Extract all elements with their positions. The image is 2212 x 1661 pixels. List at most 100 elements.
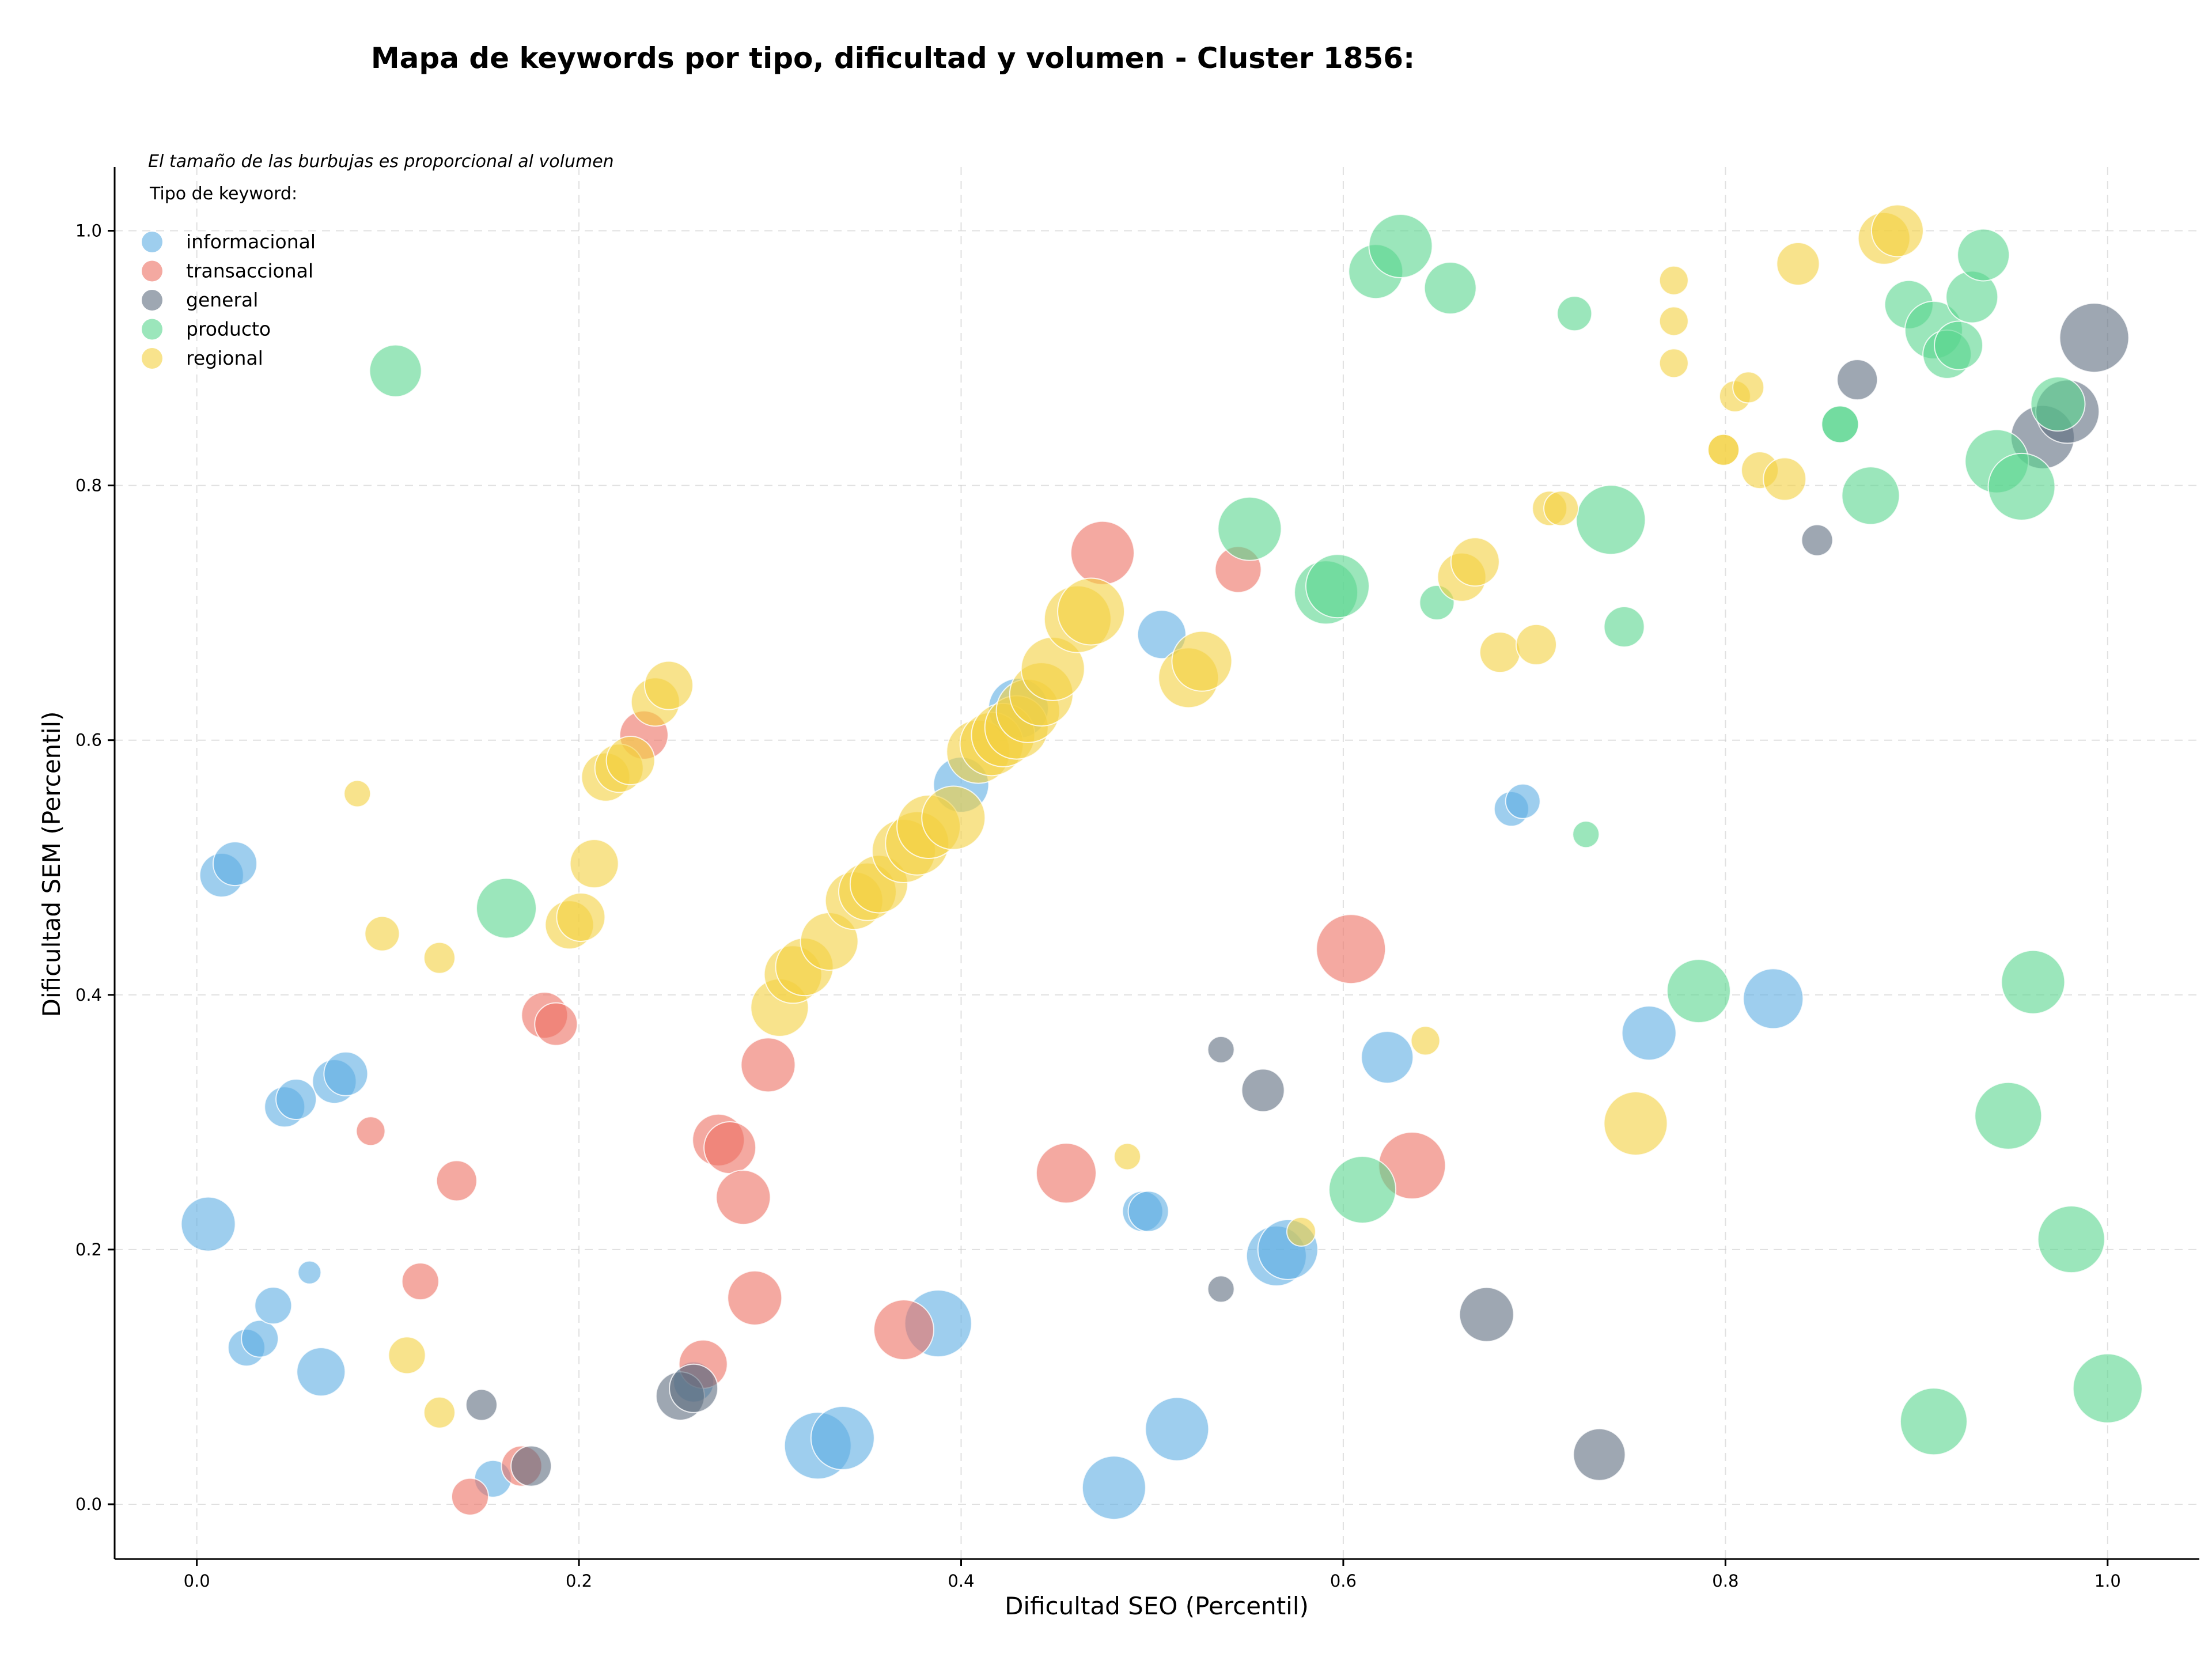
bubble-transaccional [1070, 520, 1135, 585]
bubble-producto [2030, 376, 2086, 432]
bubble-regional [1603, 1091, 1668, 1156]
bubble-producto [1368, 214, 1433, 279]
bubble-transaccional [450, 1477, 489, 1516]
bubble-producto [2037, 1205, 2105, 1274]
bubble-general [1241, 1068, 1285, 1113]
bubble-general [2059, 302, 2130, 373]
bubble-regional [605, 736, 656, 786]
legend-label: transaccional [186, 260, 313, 282]
bubble-general [669, 1363, 719, 1413]
bubble-general [465, 1388, 498, 1421]
legend: informacional transaccional general product… [142, 230, 316, 369]
bubble-general [1801, 524, 1834, 557]
bubble-regional [1763, 457, 1807, 501]
bubble-producto [2001, 949, 2066, 1015]
y-tick-label: 0.8 [75, 476, 102, 495]
bubble-producto [2072, 1353, 2143, 1424]
bubble-regional [1658, 265, 1689, 296]
y-tick-label: 0.4 [75, 985, 102, 1005]
y-tick-label: 0.2 [75, 1240, 102, 1259]
bubble-producto [1934, 320, 1984, 370]
bubble-transaccional [703, 1121, 757, 1175]
bubble-producto [1666, 959, 1731, 1024]
ticks: 0.0 0.2 0.4 0.6 0.8 1.0 0.0 0.2 0.4 0.6 0.8 1.0 [75, 221, 2121, 1591]
bubble-regional [556, 892, 606, 942]
bubble-regional [1543, 490, 1580, 527]
bubble-producto [1217, 496, 1282, 561]
bubble-transaccional [873, 1299, 934, 1361]
bubble-informacional [323, 1051, 369, 1096]
bubble-regional [1707, 433, 1740, 466]
bubble-regional [1410, 1026, 1441, 1056]
bubble-producto [1305, 554, 1370, 619]
legend-item-regional: regional [142, 347, 263, 369]
bubble-producto [1899, 1387, 1968, 1456]
bubble-informacional [241, 1319, 279, 1358]
legend-item-transaccional: transaccional [142, 260, 313, 282]
bubble-transaccional [740, 1037, 796, 1093]
x-tick-label: 1.0 [2094, 1571, 2121, 1591]
bubble-general [510, 1445, 552, 1487]
bubble-informacional [1137, 610, 1187, 660]
bubble-producto [1957, 228, 2010, 282]
x-tick-label: 0.0 [184, 1571, 210, 1591]
legend-item-informacional: informacional [142, 230, 316, 253]
bubble-regional [1286, 1216, 1316, 1247]
grid [115, 167, 2199, 1559]
bubble-producto [1603, 606, 1645, 648]
legend-label: producto [186, 318, 271, 340]
legend-title: Tipo de keyword: [149, 184, 297, 204]
bubble-regional [364, 915, 400, 952]
bubble-general [1207, 1275, 1235, 1303]
bubble-producto [476, 877, 537, 939]
bubble-informacional [1743, 968, 1804, 1030]
bubble-regional [1113, 1142, 1142, 1171]
bubble-producto [1841, 466, 1900, 525]
bubble-informacional [1081, 1455, 1146, 1520]
legend-marker [142, 290, 162, 311]
legend-item-producto: producto [142, 318, 271, 340]
legend-marker [142, 260, 162, 282]
bubble-informacional [297, 1260, 322, 1285]
y-axis-label: Dificultad SEM (Percentil) [37, 712, 66, 1017]
x-tick-label: 0.8 [1712, 1571, 1738, 1591]
bubble-regional [1515, 623, 1557, 665]
bubble-regional [1658, 348, 1689, 379]
bubble-informacional [275, 1079, 317, 1121]
bubble-regional [1057, 577, 1126, 646]
bubble-regional [423, 941, 456, 974]
legend-label: general [186, 289, 258, 311]
bubble-informacional [254, 1287, 293, 1325]
bubble-transaccional [715, 1170, 771, 1225]
x-tick-label: 0.2 [566, 1571, 592, 1591]
bubble-regional [1732, 371, 1765, 404]
bubble-transaccional [401, 1262, 440, 1301]
bubble-size-note: El tamaño de las burbujas es proporciona… [148, 152, 614, 172]
bubble-regional [1776, 241, 1820, 286]
bubble-general [1836, 359, 1878, 401]
bubble-regional [643, 660, 694, 710]
series-producto [369, 214, 2143, 1456]
bubble-producto [369, 344, 422, 398]
bubble-regional [1479, 631, 1521, 674]
bubble-regional [1658, 306, 1689, 336]
y-tick-label: 1.0 [75, 221, 102, 241]
x-tick-label: 0.6 [1330, 1571, 1357, 1591]
x-tick-label: 0.4 [948, 1571, 974, 1591]
bubble-producto [1328, 1155, 1397, 1224]
bubble-producto [1423, 261, 1477, 315]
legend-marker [142, 232, 162, 252]
bubble-informacional [1505, 783, 1541, 819]
bubble-regional [388, 1336, 426, 1375]
bubble-producto [1974, 1081, 2043, 1150]
bubble-regional [343, 780, 372, 808]
bubble-regional [1171, 630, 1233, 692]
series-general [465, 302, 2130, 1487]
bubble-producto [1575, 485, 1646, 555]
bubble-informacional [1361, 1031, 1414, 1084]
legend-marker [142, 348, 162, 369]
bubble-transaccional [355, 1116, 386, 1147]
bubble-informacional [212, 841, 257, 887]
bubble-regional [569, 839, 619, 889]
